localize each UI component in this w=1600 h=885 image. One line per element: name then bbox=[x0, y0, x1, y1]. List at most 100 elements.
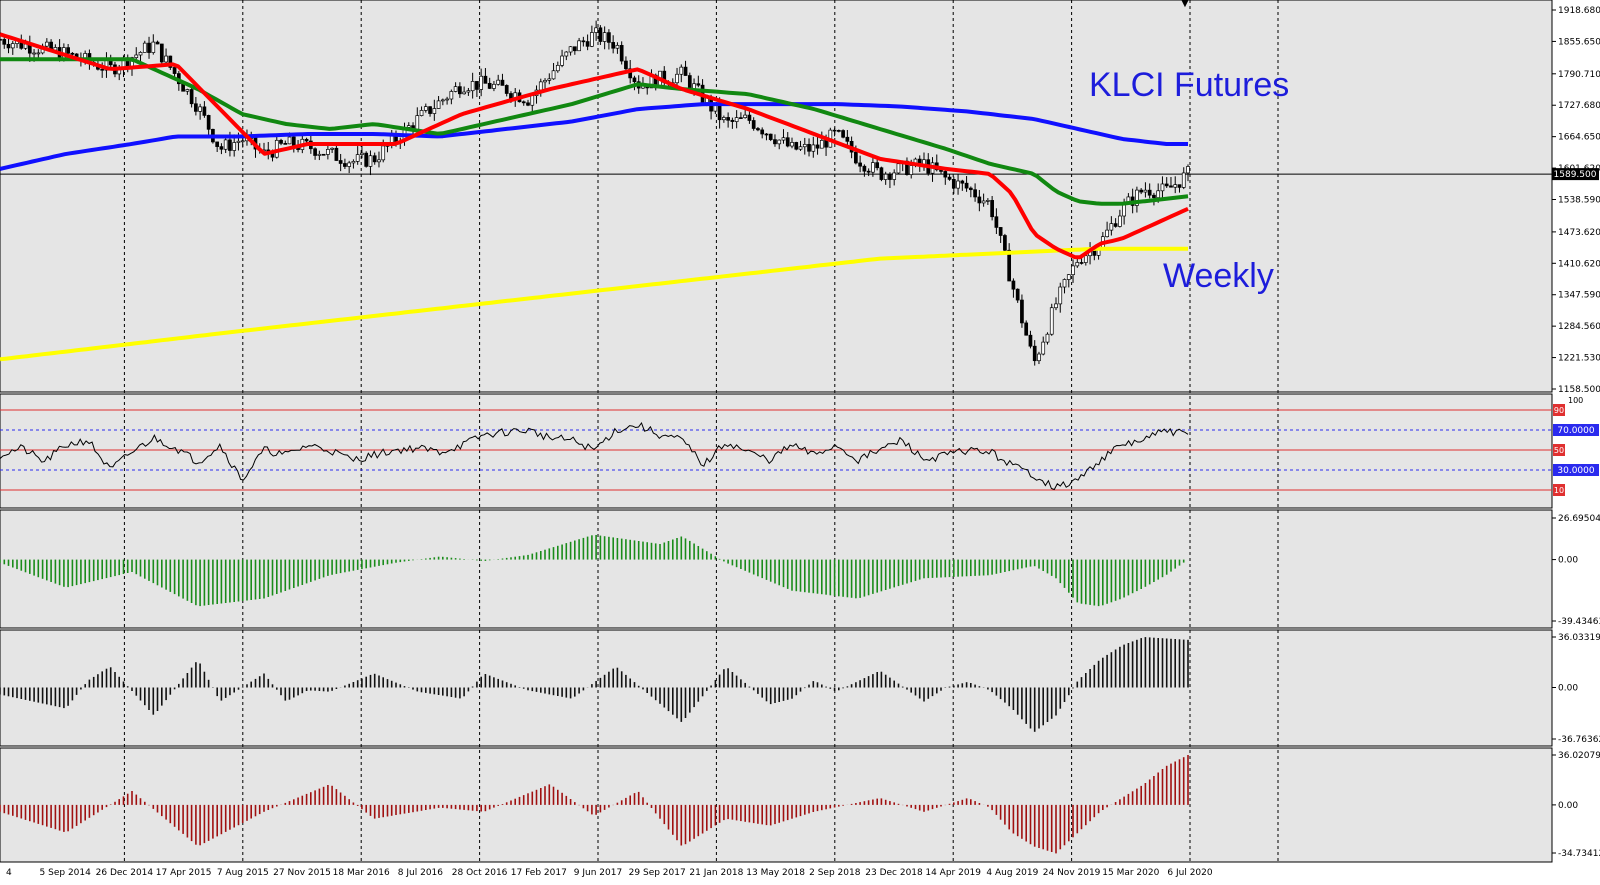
candle-body bbox=[449, 91, 454, 100]
candle-body bbox=[1109, 223, 1114, 231]
candle-body bbox=[334, 147, 339, 161]
candle-body bbox=[896, 163, 901, 174]
rsi-level-label: 70.0000 bbox=[1557, 426, 1594, 436]
candle-body bbox=[492, 83, 496, 89]
rsi-level-tag bbox=[1553, 464, 1599, 476]
candle-body bbox=[428, 106, 432, 114]
candle-body bbox=[760, 129, 765, 135]
candle-body bbox=[739, 117, 743, 119]
x-tick-label: 7 Aug 2015 bbox=[217, 868, 269, 878]
candle-body bbox=[479, 75, 484, 90]
y-tick-label: 1347.590 bbox=[1558, 291, 1600, 301]
candle-body bbox=[862, 165, 867, 172]
candle-body bbox=[947, 176, 952, 180]
candle-body bbox=[1045, 333, 1050, 343]
candle-body bbox=[726, 117, 730, 121]
candle-body bbox=[1083, 255, 1088, 263]
candle-body bbox=[330, 147, 334, 150]
rsi-level-tag bbox=[1553, 424, 1599, 436]
candle-body bbox=[44, 41, 49, 47]
candle-body bbox=[1015, 288, 1020, 301]
x-tick-label: 21 Jan 2018 bbox=[689, 868, 743, 878]
candle-body bbox=[888, 173, 892, 180]
candle-body bbox=[6, 43, 11, 49]
candle-body bbox=[423, 106, 428, 111]
y-tick-label: 1727.680 bbox=[1558, 101, 1600, 111]
candle-body bbox=[1003, 235, 1007, 251]
rsi-line bbox=[0, 421, 1189, 491]
candle-body bbox=[845, 136, 850, 142]
candle-body bbox=[462, 91, 466, 95]
candle-body bbox=[675, 73, 679, 84]
candle-body bbox=[717, 104, 722, 121]
candle-body bbox=[815, 144, 820, 149]
candle-body bbox=[956, 180, 960, 189]
candle-body bbox=[785, 137, 790, 147]
candle-body bbox=[871, 162, 875, 173]
candle-body bbox=[730, 119, 735, 122]
candle-body bbox=[1139, 189, 1144, 193]
candle-body bbox=[134, 54, 139, 58]
y-tick-label: 26.69504 bbox=[1558, 514, 1600, 524]
candle-body bbox=[530, 95, 535, 106]
x-tick-label: 4 bbox=[6, 868, 12, 878]
candle-body bbox=[1135, 189, 1139, 206]
candle-body bbox=[824, 140, 828, 148]
candle-body bbox=[624, 60, 628, 70]
candle-body bbox=[883, 173, 888, 180]
panel-0 bbox=[0, 0, 1553, 393]
x-tick-label: 29 Sep 2017 bbox=[629, 868, 686, 878]
candle-body bbox=[496, 79, 501, 85]
candle-body bbox=[968, 187, 973, 191]
candle-body bbox=[768, 133, 773, 140]
candle-body bbox=[990, 200, 994, 218]
candle-body bbox=[172, 67, 177, 74]
candle-body bbox=[1071, 265, 1075, 276]
candle-body bbox=[696, 83, 701, 86]
candle-body bbox=[1169, 185, 1173, 188]
candle-body bbox=[811, 144, 816, 152]
x-tick-label: 23 Dec 2018 bbox=[865, 868, 923, 878]
candle-body bbox=[0, 38, 2, 41]
candle-body bbox=[355, 154, 360, 162]
current-price-label: 1589.500 bbox=[1554, 170, 1597, 180]
candle-body bbox=[683, 66, 688, 76]
candle-body bbox=[185, 89, 190, 92]
candle-body bbox=[1037, 353, 1041, 362]
candle-body bbox=[1054, 303, 1058, 309]
candle-body bbox=[100, 68, 105, 71]
candle-body bbox=[147, 42, 151, 53]
current-price-tag bbox=[1552, 168, 1599, 181]
period-separator-marker: ▼ bbox=[1181, 0, 1189, 9]
y-tick-label: 1664.650 bbox=[1558, 133, 1600, 143]
candle-body bbox=[1105, 229, 1109, 238]
y-tick-label: 1918.680 bbox=[1558, 6, 1600, 16]
candle-body bbox=[155, 41, 160, 45]
candle-body bbox=[568, 46, 573, 53]
candle-body bbox=[1024, 322, 1029, 336]
candle-body bbox=[964, 182, 969, 189]
candle-body bbox=[687, 75, 692, 90]
y-tick-label: 36.02079 bbox=[1558, 751, 1600, 761]
y-tick-label: 1410.620 bbox=[1558, 259, 1600, 269]
candle-body bbox=[794, 142, 799, 150]
y-tick-label: 1284.560 bbox=[1558, 322, 1600, 332]
candle-body bbox=[602, 32, 607, 42]
candle-body bbox=[1028, 334, 1033, 347]
candle-body bbox=[10, 43, 15, 49]
x-tick-label: 14 Apr 2019 bbox=[925, 868, 981, 878]
candle-body bbox=[1066, 274, 1071, 280]
candle-body bbox=[577, 40, 581, 52]
candle-body bbox=[283, 143, 288, 145]
chart-title: KLCI Futures bbox=[1089, 66, 1289, 104]
candle-body bbox=[206, 115, 211, 130]
x-tick-label: 2 Sep 2018 bbox=[809, 868, 861, 878]
y-tick-label: 1473.620 bbox=[1558, 228, 1600, 238]
candle-body bbox=[202, 106, 207, 116]
x-tick-label: 26 Dec 2014 bbox=[96, 868, 154, 878]
moving-average-long bbox=[0, 246, 1188, 362]
y-tick-label: 36.03319 bbox=[1558, 633, 1600, 643]
candle-body bbox=[781, 137, 786, 141]
